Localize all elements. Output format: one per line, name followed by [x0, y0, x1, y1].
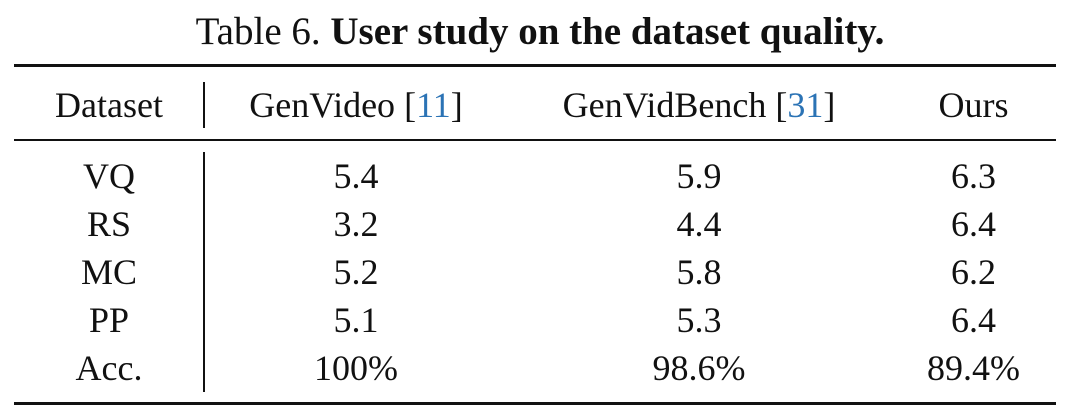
table-caption: Table 6. User study on the dataset quali…: [0, 6, 1080, 58]
cell-pp-ours: 6.4: [951, 300, 996, 340]
header-genvidbench-name: GenVidBench: [562, 85, 767, 125]
cell-acc-genvideo: 100%: [314, 348, 398, 388]
cell-mc-genvideo: 5.2: [333, 252, 379, 292]
cell-pp-genvideo: 5.1: [333, 300, 379, 340]
body-divider: [203, 152, 205, 392]
header-genvideo-name: GenVideo: [249, 85, 396, 125]
cell-mc-genvidbench: 5.8: [676, 252, 722, 292]
header-dataset: Dataset: [55, 85, 163, 125]
header-divider: [203, 82, 205, 128]
cell-rs-genvideo: 3.2: [333, 204, 379, 244]
bottom-rule: [14, 402, 1056, 405]
cell-acc-genvidbench: 98.6%: [652, 348, 746, 388]
row-label-vq: VQ: [83, 156, 135, 196]
cell-vq-ours: 6.3: [951, 156, 996, 196]
cell-rs-genvidbench: 4.4: [676, 204, 722, 244]
header-rule: [14, 139, 1056, 141]
cell-pp-genvidbench: 5.3: [676, 300, 722, 340]
cell-vq-genvidbench: 5.9: [676, 156, 722, 196]
caption-title: User study on the dataset quality.: [330, 10, 885, 53]
row-label-rs: RS: [86, 204, 132, 244]
header-genvidbench: GenVidBench [31]: [562, 85, 836, 125]
citation-link-genvideo[interactable]: 11: [416, 85, 451, 125]
row-label-mc: MC: [80, 252, 138, 292]
cell-acc-ours: 89.4%: [927, 348, 1020, 388]
cell-rs-ours: 6.4: [951, 204, 996, 244]
header-ours: Ours: [938, 85, 1009, 125]
cell-mc-ours: 6.2: [951, 252, 996, 292]
header-genvideo: GenVideo [11]: [249, 85, 463, 125]
row-label-acc: Acc.: [75, 348, 143, 388]
cell-vq-genvideo: 5.4: [333, 156, 379, 196]
row-label-pp: PP: [88, 300, 130, 340]
caption-prefix: Table 6.: [195, 10, 321, 53]
citation-link-genvidbench[interactable]: 31: [787, 85, 824, 125]
top-rule: [14, 64, 1056, 67]
